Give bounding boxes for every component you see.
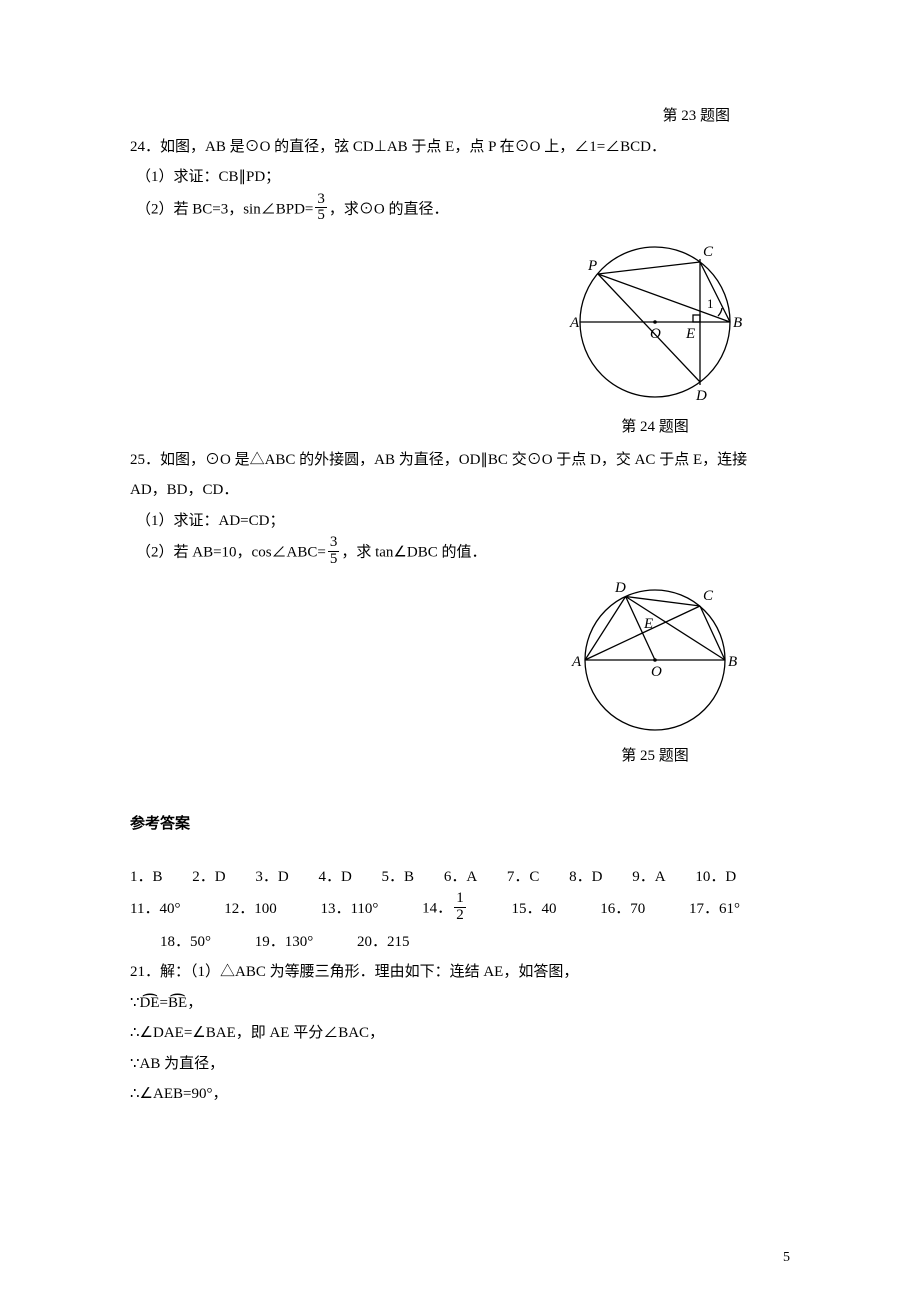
ans-15: 15．40 [511,895,556,924]
q25-fraction: 35 [328,535,340,568]
page-number: 5 [783,1245,790,1272]
q25-label-B: B [728,654,737,670]
sol21-line2: ∵DE=BE， [130,989,790,1018]
ans-14: 14．12 [422,893,468,926]
q25-part2: （2）若 AB=10，cos∠ABC=35，求 tan∠DBC 的值． [130,537,790,570]
answers-section: 参考答案 1．B 2．D 3．D 4．D 5．B 6．A 7．C 8．D 9．A… [130,810,790,1109]
q24-figure-wrap: A B C D P O E 1 第 24 题图 [560,234,750,442]
q24-part2-post: ，求⊙O 的直径． [329,201,449,217]
sol21-line1: 21．解：（1）△ABC 为等腰三角形．理由如下：连结 AE，如答图， [130,958,790,987]
ans-17: 17．61° [689,895,740,924]
ans-7: 7．C [507,863,540,892]
q25-frac-den: 5 [328,552,340,568]
q24-label-A: A [569,315,580,331]
q24-label-1: 1 [707,296,714,311]
ans-2: 2．D [192,863,225,892]
ans-4: 4．D [318,863,351,892]
arc-DE: DE [140,989,160,1018]
q25-frac-num: 3 [328,535,340,552]
ans-12: 12．100 [224,895,277,924]
q24-label-P: P [587,258,597,274]
ans-10: 10．D [695,863,736,892]
ans-8: 8．D [569,863,602,892]
q25-label-C: C [703,588,714,604]
q25-label-A: A [571,654,582,670]
ans-14-fraction: 12 [454,891,466,924]
ans-6: 6．A [444,863,477,892]
answers-row1: 1．B 2．D 3．D 4．D 5．B 6．A 7．C 8．D 9．A 10．D [130,863,790,892]
q25-label-E: E [643,616,653,632]
q24-label-C: C [703,244,714,260]
answers-row2: 11．40° 12．100 13．110° 14．12 15．40 16．70 … [130,893,790,926]
q25-label-D: D [614,580,626,596]
ans-11: 11．40° [130,895,180,924]
q25-part2-pre: （2）若 AB=10，cos∠ABC= [136,545,326,561]
ans-16: 16．70 [600,895,645,924]
ans-3: 3．D [255,863,288,892]
ans-14-pre: 14． [422,901,452,917]
page: 第 23 题图 24．如图，AB 是⊙O 的直径，弦 CD⊥AB 于点 E，点 … [0,0,920,1302]
q25-stem-line2: AD，BD，CD． [130,476,790,505]
q24-stem: 24．如图，AB 是⊙O 的直径，弦 CD⊥AB 于点 E，点 P 在⊙O 上，… [130,133,790,162]
q23-figure-label: 第 23 题图 [130,102,790,131]
sol21-line5: ∴∠AEB=90°， [130,1080,790,1109]
q24-fraction: 35 [315,192,327,225]
q25-caption: 第 25 题图 [560,742,750,771]
q24-label-D: D [695,388,707,404]
ans-9: 9．A [632,863,665,892]
q24-frac-den: 5 [315,208,327,224]
q24-part1: （1）求证：CB∥PD； [130,163,790,192]
q25-figure-block: A B C D O E 第 25 题图 [130,578,790,771]
answers-title: 参考答案 [130,810,790,839]
q24-label-B: B [733,315,742,331]
q24-frac-num: 3 [315,192,327,209]
sol21-line3: ∴∠DAE=∠BAE，即 AE 平分∠BAC， [130,1019,790,1048]
ans-19: 19．130° [255,928,314,957]
answers-row3: 18．50° 19．130° 20．215 [130,928,790,957]
q24-part2-pre: （2）若 BC=3，sin∠BPD= [136,201,313,217]
ans-1: 1．B [130,863,163,892]
arc-BE: BE [168,989,187,1018]
q25-part1: （1）求证：AD=CD； [130,507,790,536]
ans-18: 18．50° [160,928,211,957]
q25-figure-svg: A B C D O E [560,578,750,738]
q25-part2-post: ，求 tan∠DBC 的值． [341,545,486,561]
q24-label-E: E [685,326,695,342]
q24-label-O: O [650,326,661,342]
q24-figure-svg: A B C D P O E 1 [560,234,750,409]
q25-label-O: O [651,664,662,680]
ans-14-den: 2 [454,908,466,924]
ans-20: 20．215 [357,928,410,957]
sol21-line4: ∵AB 为直径， [130,1050,790,1079]
q25-figure-wrap: A B C D O E 第 25 题图 [560,578,750,771]
q24-figure-block: A B C D P O E 1 第 24 题图 [130,234,790,442]
ans-5: 5．B [382,863,415,892]
ans-13: 13．110° [320,895,378,924]
q24-part2: （2）若 BC=3，sin∠BPD=35，求⊙O 的直径． [130,194,790,227]
ans-14-num: 1 [454,891,466,908]
q25-stem-line1: 25．如图，⊙O 是△ABC 的外接圆，AB 为直径，OD∥BC 交⊙O 于点 … [130,446,790,475]
q24-caption: 第 24 题图 [560,413,750,442]
